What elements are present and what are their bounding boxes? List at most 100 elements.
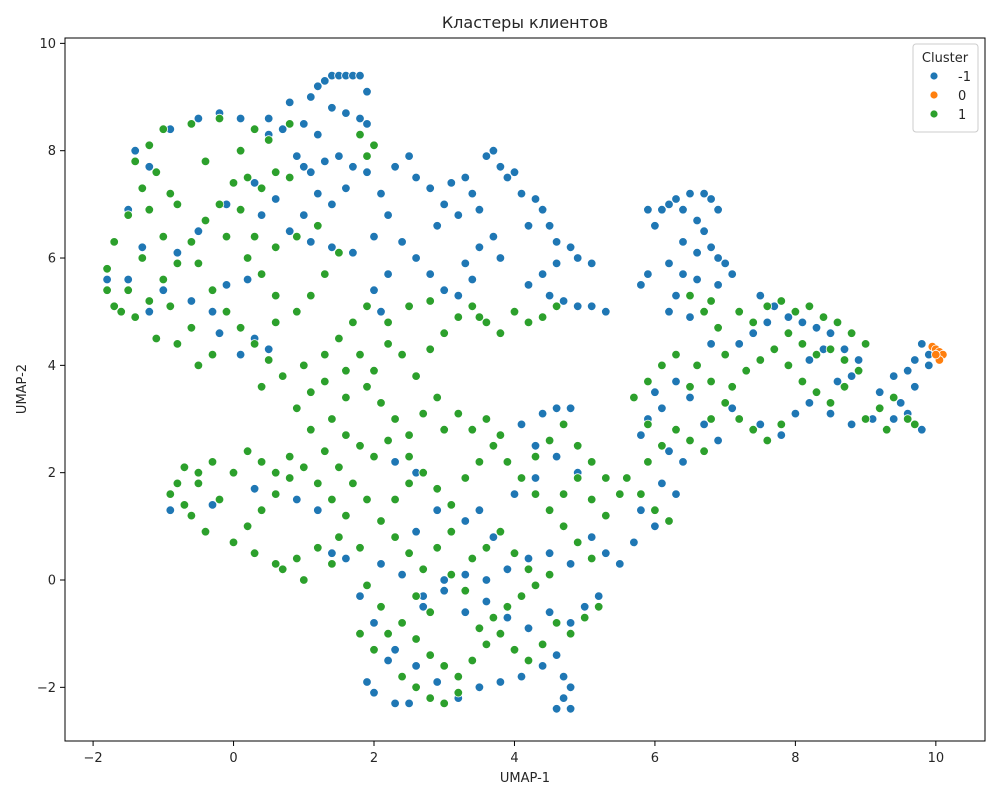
point-cluster-0-116	[699, 226, 709, 236]
point-cluster-0-155	[896, 398, 906, 408]
point-cluster-0-254	[432, 221, 442, 231]
point-cluster-2-118	[432, 484, 442, 494]
point-cluster-2-222	[875, 403, 885, 414]
point-cluster-0-247	[530, 473, 541, 483]
point-cluster-2-75	[327, 494, 337, 505]
point-cluster-2-120	[460, 473, 471, 483]
point-cluster-0-64	[565, 242, 576, 253]
point-cluster-2-161	[474, 623, 485, 634]
point-cluster-2-196	[811, 387, 822, 397]
point-cluster-2-12	[144, 296, 155, 306]
point-cluster-2-252	[594, 602, 604, 612]
point-cluster-2-220	[797, 339, 808, 349]
point-cluster-0-191	[249, 484, 260, 494]
point-cluster-2-21	[271, 167, 281, 177]
point-cluster-2-221	[783, 328, 794, 338]
point-cluster-2-227	[860, 414, 871, 424]
point-cluster-0-72	[573, 301, 583, 312]
point-cluster-0-193	[313, 505, 323, 515]
point-cluster-0-140	[839, 344, 850, 355]
point-cluster-0-147	[889, 371, 899, 381]
point-cluster-0-83	[425, 269, 435, 279]
point-cluster-2-241	[306, 387, 316, 397]
point-cluster-2-261	[544, 435, 555, 446]
point-cluster-0-12	[320, 76, 330, 86]
point-cluster-2-70	[320, 446, 330, 456]
plot-frame	[64, 37, 986, 742]
point-cluster-0-62	[544, 221, 555, 231]
point-cluster-0-40	[369, 231, 379, 242]
point-cluster-0-33	[249, 178, 260, 188]
point-cluster-0-11	[313, 81, 323, 92]
point-cluster-2-14	[172, 258, 183, 269]
point-cluster-0-195	[341, 553, 351, 564]
point-cluster-2-257	[446, 569, 457, 580]
point-cluster-2-201	[706, 376, 716, 387]
point-cluster-2-59	[376, 398, 386, 408]
points-layer	[102, 70, 948, 714]
point-cluster-0-231	[362, 677, 372, 687]
point-cluster-0-183	[516, 419, 527, 430]
point-cluster-2-51	[186, 119, 197, 129]
point-cluster-2-278	[158, 231, 169, 242]
point-cluster-0-220	[516, 671, 527, 682]
point-cluster-2-69	[306, 425, 316, 435]
point-cluster-0-210	[650, 521, 660, 532]
point-cluster-0-229	[390, 698, 400, 709]
point-cluster-0-166	[727, 403, 737, 414]
legend-entry-label: 1	[958, 108, 966, 123]
point-cluster-0-179	[537, 408, 548, 419]
point-cluster-2-34	[278, 371, 288, 381]
point-cluster-0-218	[474, 682, 485, 693]
point-cluster-2-225	[910, 419, 920, 430]
point-cluster-0-169	[685, 392, 695, 403]
point-cluster-0-177	[657, 478, 667, 489]
point-cluster-0-230	[404, 698, 414, 709]
point-cluster-2-236	[551, 301, 562, 312]
point-cluster-0-200	[460, 569, 471, 580]
point-cluster-0-236	[481, 596, 492, 607]
point-cluster-0-85	[383, 269, 393, 279]
point-cluster-2-167	[425, 693, 435, 703]
point-cluster-2-7	[109, 237, 119, 247]
point-cluster-2-198	[839, 382, 850, 392]
point-cluster-2-27	[271, 290, 281, 301]
point-cluster-2-67	[369, 451, 379, 462]
point-cluster-2-132	[587, 494, 597, 505]
point-cluster-2-211	[790, 307, 801, 317]
point-cluster-2-249	[179, 500, 190, 510]
point-cluster-2-64	[327, 414, 337, 424]
point-cluster-0-211	[636, 505, 646, 515]
point-cluster-0-20	[355, 113, 365, 124]
point-cluster-2-165	[530, 580, 541, 591]
point-cluster-0-131	[734, 339, 744, 349]
point-cluster-2-276	[172, 199, 183, 210]
point-cluster-0-175	[664, 446, 674, 456]
point-cluster-0-123	[713, 280, 723, 290]
point-cluster-0-134	[755, 290, 766, 301]
point-cluster-0-235	[460, 607, 471, 617]
point-cluster-2-231	[671, 349, 681, 360]
point-cluster-2-87	[334, 532, 344, 542]
point-cluster-2-258	[425, 607, 435, 617]
point-cluster-2-213	[818, 312, 829, 322]
point-cluster-2-267	[453, 408, 464, 419]
point-cluster-0-51	[453, 210, 464, 220]
point-cluster-2-94	[207, 457, 218, 467]
point-cluster-2-16	[200, 215, 211, 226]
point-cluster-0-240	[565, 618, 576, 628]
point-cluster-2-208	[748, 317, 758, 328]
point-cluster-2-72	[348, 478, 358, 489]
point-cluster-2-266	[439, 425, 449, 435]
point-cluster-0-170	[671, 376, 681, 387]
point-cluster-2-46	[313, 221, 323, 231]
point-cluster-0-99	[137, 242, 148, 253]
point-cluster-0-65	[573, 253, 583, 263]
point-cluster-0-112	[699, 188, 709, 199]
x-axis: −2 0 2 4 6 8 10	[84, 741, 944, 766]
point-cluster-2-91	[179, 462, 190, 473]
point-cluster-0-149	[910, 355, 920, 365]
point-cluster-2-202	[720, 349, 730, 360]
point-cluster-2-183	[699, 446, 709, 456]
point-cluster-0-0	[130, 145, 140, 156]
